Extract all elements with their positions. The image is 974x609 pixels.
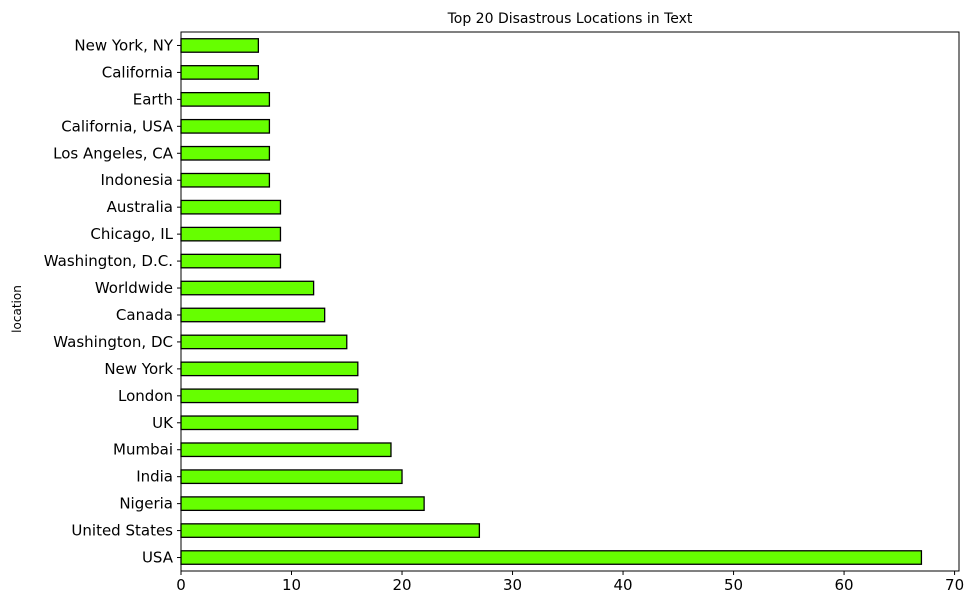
bar-chicago-il xyxy=(180,226,282,242)
bar-mumbai xyxy=(180,442,392,458)
x-tick-label: 60 xyxy=(835,576,854,594)
y-tick-label: Earth xyxy=(133,90,173,108)
bar-indonesia xyxy=(180,172,271,188)
y-tick-label: Worldwide xyxy=(95,279,173,297)
x-tick-label: 40 xyxy=(613,576,632,594)
plot-frame xyxy=(180,31,960,572)
y-tick-label: Los Angeles, CA xyxy=(53,144,174,162)
y-tick-label: Indonesia xyxy=(100,171,173,189)
y-tick-label: United States xyxy=(71,522,173,540)
bar-washington-d-c xyxy=(180,253,282,269)
y-tick-label: New York xyxy=(104,360,173,378)
x-ticks-group: 0 10 20 30 40 50 60 70 xyxy=(176,571,964,594)
x-tick-label: 10 xyxy=(282,576,301,594)
y-tick-label: Nigeria xyxy=(119,495,173,513)
bar-london xyxy=(180,388,359,404)
bar-india xyxy=(180,469,403,485)
y-tick-label: Australia xyxy=(107,198,173,216)
bar-usa xyxy=(180,550,923,565)
y-axis-label: location xyxy=(10,285,24,333)
bar-california-usa xyxy=(180,118,271,134)
bar-earth xyxy=(180,91,271,107)
bar-california xyxy=(180,65,260,80)
bar-new-york-ny xyxy=(180,38,260,53)
x-tick-label: 70 xyxy=(945,576,964,594)
x-tick-label: 20 xyxy=(392,576,411,594)
y-tick-label: California, USA xyxy=(61,117,174,135)
bar-los-angeles-ca xyxy=(180,145,271,161)
y-tick-label: UK xyxy=(152,414,174,432)
x-tick-label: 50 xyxy=(724,576,743,594)
y-tick-label: Washington, D.C. xyxy=(44,252,173,270)
y-tick-label: London xyxy=(118,387,173,405)
bar-uk xyxy=(180,415,359,431)
y-tick-label: Canada xyxy=(116,306,173,324)
y-tick-label: New York, NY xyxy=(74,36,173,54)
bar-nigeria xyxy=(180,496,425,512)
y-tick-label: Chicago, IL xyxy=(90,225,173,243)
chart-title: Top 20 Disastrous Locations in Text xyxy=(447,11,693,27)
bar-worldwide xyxy=(180,280,315,296)
y-tick-label: Mumbai xyxy=(113,441,173,459)
y-tick-label: India xyxy=(136,468,173,486)
x-tick-label: 30 xyxy=(503,576,522,594)
x-tick-label: 0 xyxy=(176,576,186,594)
bar-washington-dc xyxy=(180,334,348,350)
y-tick-label: USA xyxy=(142,549,174,567)
bar-australia xyxy=(180,199,282,215)
bars-group xyxy=(180,38,923,565)
bar-canada xyxy=(180,307,326,323)
bar-new-york xyxy=(180,361,359,377)
bar-united-states xyxy=(180,523,481,538)
y-tick-label: Washington, DC xyxy=(53,333,173,351)
y-ticks-group: USA United States Nigeria India Mumbai UK Lond… xyxy=(44,36,181,567)
y-tick-label: California xyxy=(102,63,173,81)
